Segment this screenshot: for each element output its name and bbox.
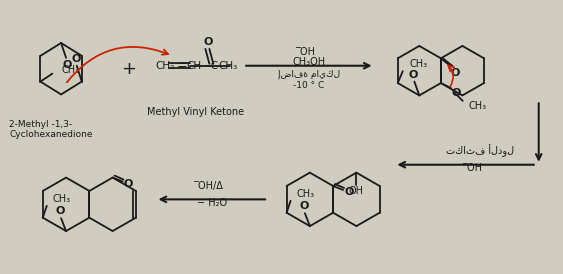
Text: O: O xyxy=(450,68,459,78)
Text: CH₃: CH₃ xyxy=(61,65,79,75)
Text: O: O xyxy=(55,206,65,216)
Text: −C: −C xyxy=(202,61,218,71)
Text: O: O xyxy=(345,187,354,197)
Text: O: O xyxy=(124,179,133,189)
Text: CH₃: CH₃ xyxy=(297,189,315,199)
Text: CH₃: CH₃ xyxy=(410,59,428,69)
Text: ̅OH: ̅OH xyxy=(468,163,483,173)
Text: +: + xyxy=(121,60,136,78)
Text: CH₂: CH₂ xyxy=(155,61,175,71)
Text: − H₂O: − H₂O xyxy=(197,198,227,208)
Text: OH: OH xyxy=(349,186,364,196)
Text: تكاثف ألدول: تكاثف ألدول xyxy=(446,144,515,157)
Text: -10 ° C: -10 ° C xyxy=(293,81,324,90)
Text: O: O xyxy=(409,70,418,80)
Text: 2-Methyl -1,3-: 2-Methyl -1,3- xyxy=(10,120,73,129)
Text: O: O xyxy=(451,88,461,98)
Text: إضافة مايكل: إضافة مايكل xyxy=(278,70,340,79)
Text: ̅OH/Δ: ̅OH/Δ xyxy=(199,181,224,192)
Text: O: O xyxy=(204,37,213,47)
Text: CH₃: CH₃ xyxy=(469,101,487,111)
Text: ̅OH: ̅OH xyxy=(301,47,316,57)
Text: CH: CH xyxy=(186,61,202,71)
Text: CH₃OH: CH₃OH xyxy=(292,57,325,67)
Text: CH₃: CH₃ xyxy=(53,194,71,204)
Text: Cyclohexanedione: Cyclohexanedione xyxy=(10,130,93,139)
Text: O: O xyxy=(71,54,81,64)
Text: CH₃: CH₃ xyxy=(218,61,238,71)
Text: =: = xyxy=(177,59,187,72)
Text: O: O xyxy=(299,201,309,211)
Text: O: O xyxy=(62,60,72,70)
Text: Methyl Vinyl Ketone: Methyl Vinyl Ketone xyxy=(147,107,244,117)
